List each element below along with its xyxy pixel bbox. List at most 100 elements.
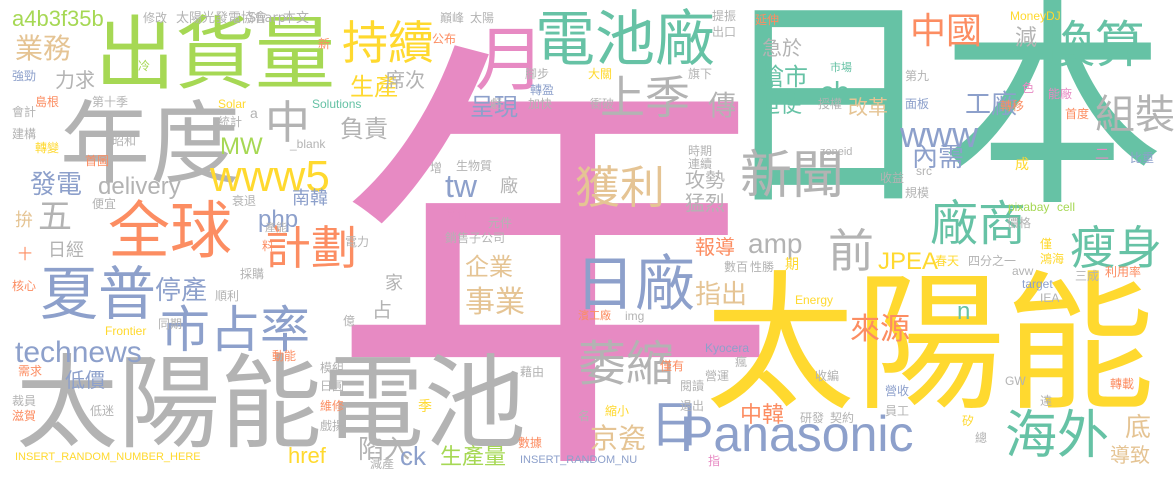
word-caiyuan: 裁員 [12, 394, 37, 408]
word-mw: MW [220, 133, 263, 160]
word-kuaiji: 會計 [12, 105, 37, 119]
word-xingsheng: 性勝 [750, 260, 775, 274]
word-shichang: 市場 [830, 61, 852, 74]
word-shoubian: 收編 [815, 369, 840, 383]
word-chongpo: 衝破 [590, 97, 615, 111]
word-technews: technews [15, 336, 142, 369]
word-jiyu: 急於 [762, 36, 802, 60]
word-zoneid: zoneid [820, 146, 853, 158]
word-kyocera: Kyocera [705, 341, 750, 355]
word-fadian: 發電 [30, 170, 83, 200]
word-bingongchang: 濱工廠 [578, 309, 611, 322]
word-channeng: 產能 [265, 221, 287, 234]
word-www5: www5 [210, 152, 330, 201]
word-pan: 拚 [15, 210, 33, 231]
word-zhuanbian: 轉變 [35, 141, 60, 155]
word-bizhong: 比重 [1130, 151, 1155, 165]
word-tizhen: 提振 [712, 9, 737, 23]
word-php: php [258, 206, 299, 233]
word-jpea: JPEA [878, 248, 939, 275]
word-yewu: 業務 [15, 32, 72, 65]
word-huansuan: 換算 [1045, 16, 1145, 74]
word-shoushen: 瘦身 [1070, 221, 1162, 275]
word-nanhan: 南韓 [292, 188, 328, 209]
word-src: src [916, 164, 932, 178]
word-qiye: 企業 [465, 253, 513, 281]
word-xiapu: 夏普 [40, 260, 157, 328]
word-xianru: 陷入 [358, 435, 411, 465]
word-sancheng: 三成 [1075, 269, 1100, 283]
word-shizhanlu: 市占率 [160, 301, 310, 359]
word-shuju: 數據 [518, 436, 543, 450]
word-zhan: 占 [372, 298, 392, 322]
word-shiye: 事業 [465, 285, 525, 320]
word-zhuanyi: 轉移 [1000, 99, 1025, 113]
word-chuntian: 春天 [935, 254, 960, 268]
word-caigou: 採購 [240, 267, 265, 281]
word-qixia: 旗下 [688, 67, 713, 81]
word-ji: 季 [418, 399, 432, 415]
word-ri: 日 [650, 396, 700, 454]
word-tuichu: 退出 [680, 399, 705, 413]
word-xin: 新 [318, 37, 331, 51]
word-www: www [900, 114, 978, 155]
word-cell: cell [1057, 200, 1076, 214]
word-er: 二 [1095, 147, 1109, 163]
word-zeng: 增 [430, 161, 443, 175]
word-tongji: 統計 [218, 115, 243, 129]
word-mengle: 猛烈 [685, 191, 725, 215]
word-yingshou: 營收 [885, 384, 910, 398]
word-chang: 廠 [500, 176, 518, 197]
word-qi: 期 [785, 257, 799, 273]
word-zhong: 中 [265, 96, 311, 149]
word-niandu: 年度 [60, 92, 240, 197]
word-avw: avw [1012, 264, 1034, 278]
word-suoxiao: 縮小 [605, 404, 630, 418]
word-daogen: 島根 [35, 95, 60, 109]
word-gongshi: 攻勢 [685, 168, 725, 192]
word-shiqi: 時期 [688, 144, 713, 158]
word-jingci: 京瓷 [590, 422, 647, 455]
word-weisuo: 萎縮 [578, 336, 675, 392]
word-shi: 十 [18, 247, 32, 263]
word-img: img [625, 309, 645, 323]
word-xuqiu: 需求 [18, 364, 43, 378]
word-gongchang: 工廠 [965, 90, 1018, 120]
word-zong: 總 [975, 431, 988, 445]
word-changshang: 廠商 [930, 196, 1027, 252]
word-guimo: 規模 [905, 186, 930, 200]
word-gongbu: 公布 [432, 32, 457, 46]
word-insert-random-nu: INSERT_RANDOM_NU [520, 454, 638, 466]
word-zhongguo: 中國 [910, 11, 983, 52]
word-nengchang: 能廠 [1048, 87, 1073, 101]
word-mianban: 面板 [905, 97, 930, 111]
word-ck: ck [400, 441, 426, 471]
word-pianyi: 便宜 [92, 197, 117, 211]
word-iea: IEA [1040, 291, 1060, 305]
word-moneydj: MoneyDJ [1010, 9, 1061, 23]
word-delivery: delivery [98, 173, 181, 200]
word-jiage: 價格 [1007, 216, 1032, 230]
word-frontier: Frontier [105, 324, 147, 338]
word-yuanjian: 元件 [488, 216, 513, 230]
word-jiangou: 建構 [12, 127, 37, 141]
word-zhuanzai: 轉載 [1110, 377, 1135, 391]
word-riben: 日本 [715, 0, 1165, 238]
word-jinyou: 僅有 [660, 359, 685, 373]
word-huoli: 獲利 [575, 161, 666, 214]
word-insert-random-number-here: INSERT_RANDOM_NUMBER_HERE [15, 451, 201, 463]
word-cheng: 成 [1015, 157, 1029, 173]
word-zhuanying: 轉盈 [530, 83, 555, 97]
word-qiangjin: 強勁 [12, 69, 37, 83]
word-shengchan: 生產 [350, 73, 398, 101]
word-jiaobu: 腳步 [525, 67, 550, 81]
word-chengxian: 呈現 [470, 93, 518, 121]
word-href: href [288, 443, 326, 468]
word-taiyangneng: 太陽能 [705, 258, 1156, 432]
word-yanfa: 研發 [800, 411, 825, 425]
word-dimi: 低迷 [90, 404, 115, 418]
word-cb: cb [820, 76, 850, 107]
word-shubai: 數百 [724, 260, 749, 274]
word-yingyun: 營運 [705, 369, 730, 383]
